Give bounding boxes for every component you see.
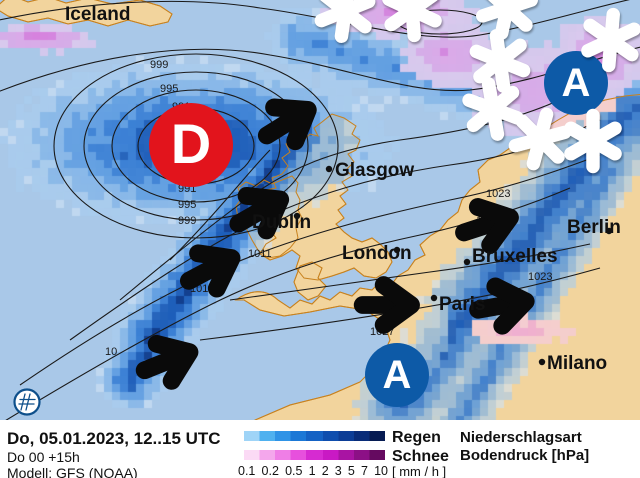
svg-text:Berlin: Berlin xyxy=(567,217,621,238)
svg-text:Milano: Milano xyxy=(547,353,607,374)
svg-text:Glasgow: Glasgow xyxy=(335,160,414,181)
svg-text:1011: 1011 xyxy=(248,248,272,260)
svg-text:10: 10 xyxy=(105,346,117,358)
svg-text:Bruxelles: Bruxelles xyxy=(472,246,558,267)
svg-text:Iceland: Iceland xyxy=(65,4,130,25)
svg-text:999: 999 xyxy=(150,59,168,71)
svg-text:999: 999 xyxy=(178,215,196,227)
svg-text:A: A xyxy=(383,353,412,397)
svg-text:Dublin: Dublin xyxy=(252,212,311,233)
svg-text:Paris: Paris xyxy=(439,294,485,315)
svg-text:995: 995 xyxy=(178,199,196,211)
svg-text:D: D xyxy=(171,112,211,175)
svg-text:1023: 1023 xyxy=(528,271,552,283)
svg-text:1023: 1023 xyxy=(486,188,510,200)
svg-text:A: A xyxy=(562,61,591,105)
svg-text:995: 995 xyxy=(160,83,178,95)
svg-text:London: London xyxy=(342,243,412,264)
